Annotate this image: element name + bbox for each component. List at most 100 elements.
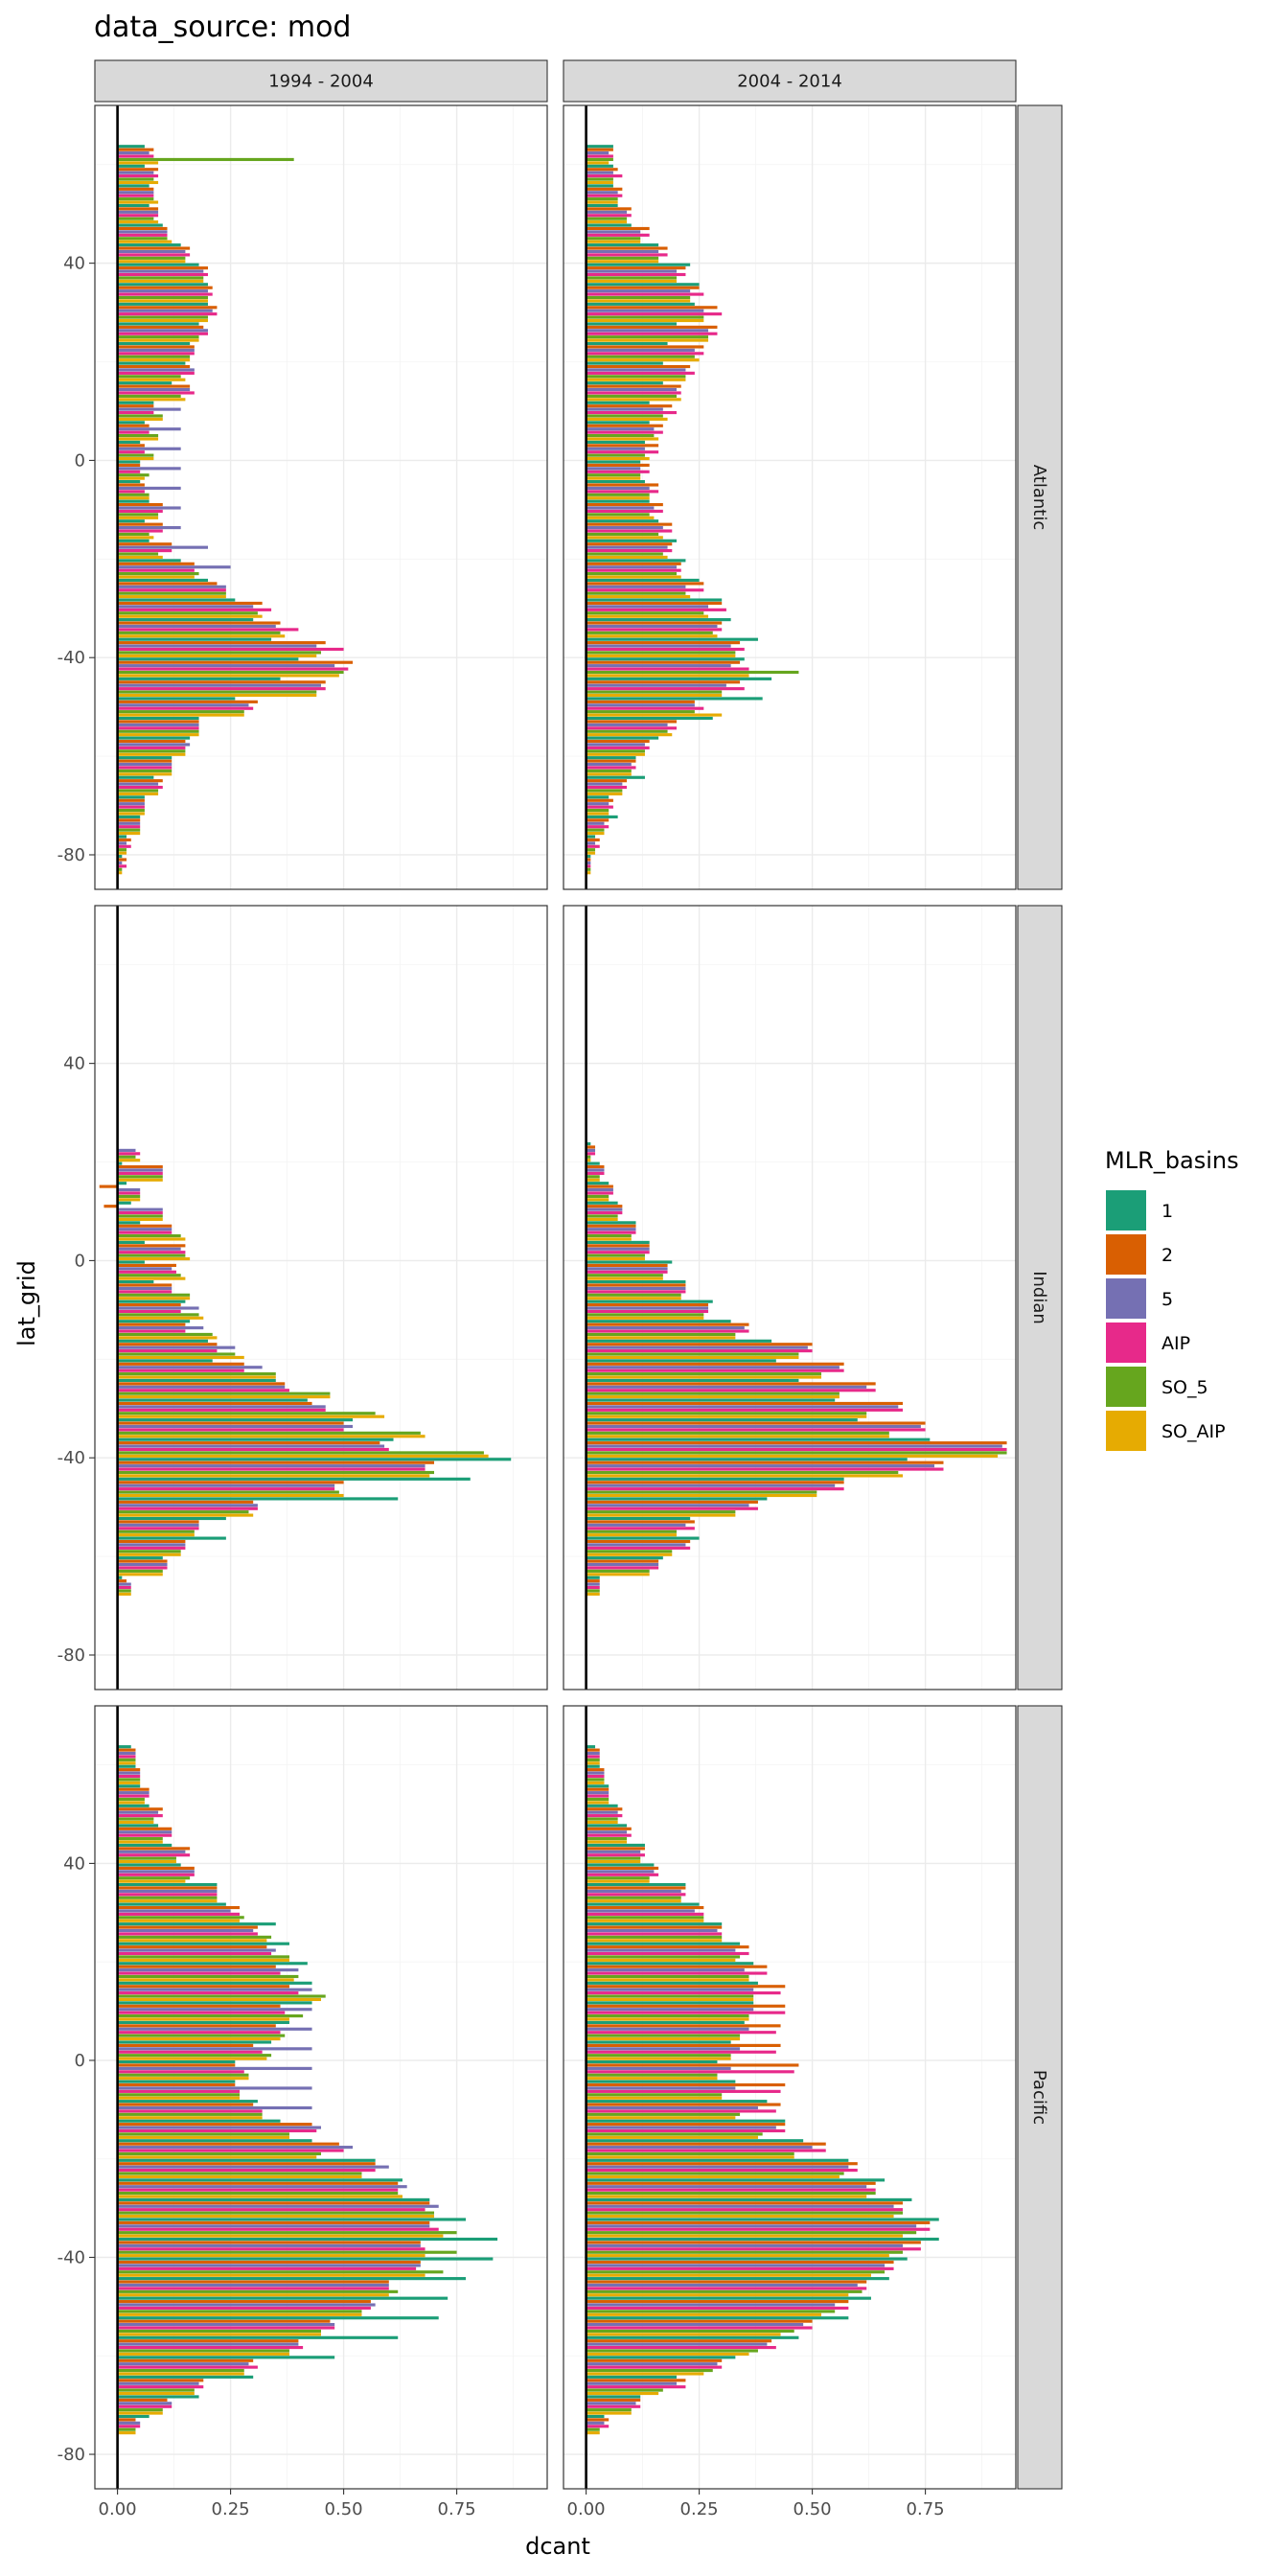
bar-so-aip bbox=[117, 299, 208, 303]
bar-so-aip bbox=[117, 2135, 289, 2139]
bar-so-aip bbox=[586, 2077, 718, 2081]
bar-1 bbox=[586, 2414, 605, 2419]
bar-5 bbox=[117, 2185, 407, 2189]
bar-so-5 bbox=[586, 1470, 899, 1475]
bar-so-aip bbox=[117, 2372, 244, 2376]
bar-2 bbox=[586, 2201, 903, 2205]
bar-5 bbox=[117, 802, 145, 806]
bar-so-5 bbox=[117, 1392, 331, 1395]
bar-so-5 bbox=[117, 1175, 163, 1179]
bar-aip bbox=[117, 2188, 399, 2192]
bar-so-aip bbox=[117, 812, 145, 816]
bar-so-aip bbox=[117, 1879, 186, 1883]
bar-aip bbox=[586, 1210, 623, 1215]
bar-5 bbox=[586, 2126, 776, 2129]
bar-1 bbox=[586, 618, 731, 622]
bar-aip bbox=[586, 1290, 686, 1294]
bar-so-aip bbox=[586, 1860, 641, 1864]
bar-so-5 bbox=[586, 1896, 681, 1899]
bar-aip bbox=[586, 1951, 749, 1956]
bar-5 bbox=[117, 2342, 299, 2346]
bar-so-aip bbox=[586, 2135, 758, 2139]
bar-so-5 bbox=[586, 2151, 794, 2156]
bar-5 bbox=[586, 329, 709, 333]
bar-1 bbox=[586, 2375, 677, 2379]
bar-1 bbox=[586, 578, 700, 583]
bar-5 bbox=[586, 249, 659, 254]
bar-aip bbox=[586, 529, 673, 533]
bar-1 bbox=[586, 1556, 663, 1560]
bar-so-aip bbox=[586, 693, 723, 698]
bar-5 bbox=[117, 1582, 131, 1586]
bar-2 bbox=[117, 1421, 344, 1425]
bar-1 bbox=[117, 854, 123, 859]
bar-2 bbox=[586, 2162, 858, 2166]
bar-so-5 bbox=[117, 1233, 181, 1238]
bar-so-aip bbox=[117, 792, 159, 795]
bar-1 bbox=[586, 677, 772, 680]
bar-2 bbox=[117, 759, 172, 763]
bar-2 bbox=[117, 1985, 289, 1989]
bar-aip bbox=[117, 312, 218, 316]
bar-so-5 bbox=[117, 670, 344, 675]
bar-2 bbox=[117, 1539, 186, 1544]
bar-1 bbox=[586, 1339, 772, 1343]
bar-5 bbox=[586, 348, 695, 352]
bar-5 bbox=[586, 2086, 736, 2090]
bar-1 bbox=[117, 1260, 145, 1264]
bar-so-aip bbox=[586, 161, 610, 165]
x-tick-label: 0.25 bbox=[212, 2499, 250, 2519]
bar-1 bbox=[117, 2158, 376, 2162]
bar-aip bbox=[586, 549, 673, 553]
bar-5 bbox=[586, 861, 591, 865]
bar-so-5 bbox=[117, 1214, 163, 1218]
bar-5 bbox=[586, 309, 704, 312]
bar-aip bbox=[117, 214, 159, 218]
bar-5 bbox=[586, 2421, 605, 2425]
bar-so-5 bbox=[586, 2250, 903, 2254]
bar-aip bbox=[586, 844, 600, 848]
bar-2 bbox=[117, 2103, 254, 2106]
bar-so-5 bbox=[117, 1569, 163, 1573]
bar-aip bbox=[586, 2385, 686, 2389]
bar-aip bbox=[586, 1971, 768, 1975]
bar-so-aip bbox=[586, 1435, 889, 1438]
bar-so-aip bbox=[586, 713, 723, 717]
bar-1 bbox=[586, 1962, 754, 1966]
bar-so-5 bbox=[117, 473, 150, 477]
bar-2 bbox=[586, 1460, 944, 1464]
bar-so-aip bbox=[117, 733, 199, 737]
bar-aip bbox=[586, 470, 650, 473]
bar-so-5 bbox=[586, 670, 799, 675]
bar-5 bbox=[117, 269, 204, 273]
bar-1 bbox=[117, 1162, 123, 1165]
row-strip-atlantic bbox=[1017, 104, 1063, 890]
bar-so-5 bbox=[117, 1955, 289, 1959]
bar-1 bbox=[586, 1863, 655, 1867]
bar-2 bbox=[117, 2280, 389, 2284]
bar-1 bbox=[586, 223, 632, 227]
bar-so-aip bbox=[586, 1297, 681, 1300]
bar-2 bbox=[586, 1827, 632, 1830]
bar-so-aip bbox=[117, 536, 154, 540]
bar-aip bbox=[586, 706, 704, 710]
bar-5 bbox=[117, 821, 141, 825]
bar-aip bbox=[117, 1210, 163, 1215]
bar-5 bbox=[586, 743, 645, 747]
bar-so-5 bbox=[586, 848, 596, 852]
bar-5 bbox=[117, 743, 191, 747]
bar-aip bbox=[117, 746, 186, 749]
bar-2 bbox=[117, 1905, 241, 1910]
bar-1 bbox=[586, 1438, 931, 1441]
bar-aip bbox=[586, 371, 695, 375]
bar-aip bbox=[117, 154, 154, 158]
bar-1 bbox=[117, 401, 154, 404]
bar-2 bbox=[586, 1886, 686, 1890]
bar-2 bbox=[117, 207, 159, 211]
bar-2 bbox=[586, 680, 741, 684]
bar-so-aip bbox=[586, 812, 610, 816]
bar-so-aip bbox=[586, 2312, 822, 2316]
bar-so-aip bbox=[586, 496, 650, 500]
bar-1 bbox=[586, 460, 641, 464]
bar-5 bbox=[117, 1928, 254, 1933]
